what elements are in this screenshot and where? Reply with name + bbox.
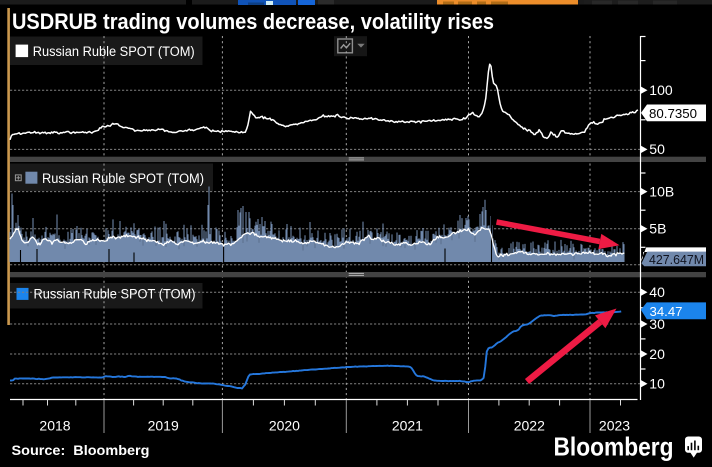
svg-text:USDRUB trading volumes decreas: USDRUB trading volumes decrease, volatil… bbox=[12, 9, 494, 34]
svg-text:427.647M: 427.647M bbox=[649, 252, 704, 267]
svg-text:2020: 2020 bbox=[269, 418, 300, 434]
svg-text:2018: 2018 bbox=[39, 418, 70, 434]
svg-text:40: 40 bbox=[649, 284, 665, 300]
svg-text:5B: 5B bbox=[649, 221, 666, 237]
svg-text:Bloomberg: Bloomberg bbox=[554, 432, 674, 462]
svg-text:10B: 10B bbox=[649, 183, 674, 199]
svg-text:30: 30 bbox=[649, 316, 665, 332]
svg-text:20: 20 bbox=[649, 346, 665, 362]
svg-text:Russian Ruble SPOT (TOM): Russian Ruble SPOT (TOM) bbox=[33, 44, 195, 59]
svg-text:100: 100 bbox=[649, 82, 673, 98]
svg-text:10: 10 bbox=[649, 376, 665, 392]
svg-text:2019: 2019 bbox=[148, 418, 179, 434]
svg-text:80.7350: 80.7350 bbox=[649, 106, 697, 121]
svg-text:34.47: 34.47 bbox=[650, 304, 683, 319]
svg-text:2021: 2021 bbox=[392, 418, 423, 434]
svg-text:50: 50 bbox=[649, 141, 665, 157]
svg-text:Russian Ruble SPOT (TOM): Russian Ruble SPOT (TOM) bbox=[34, 287, 196, 302]
svg-text:Russian Ruble SPOT (TOM): Russian Ruble SPOT (TOM) bbox=[42, 171, 204, 186]
svg-text:2023: 2023 bbox=[599, 418, 630, 434]
svg-text:Source: Bloomberg: Source: Bloomberg bbox=[12, 442, 150, 458]
svg-text:2022: 2022 bbox=[514, 418, 545, 434]
